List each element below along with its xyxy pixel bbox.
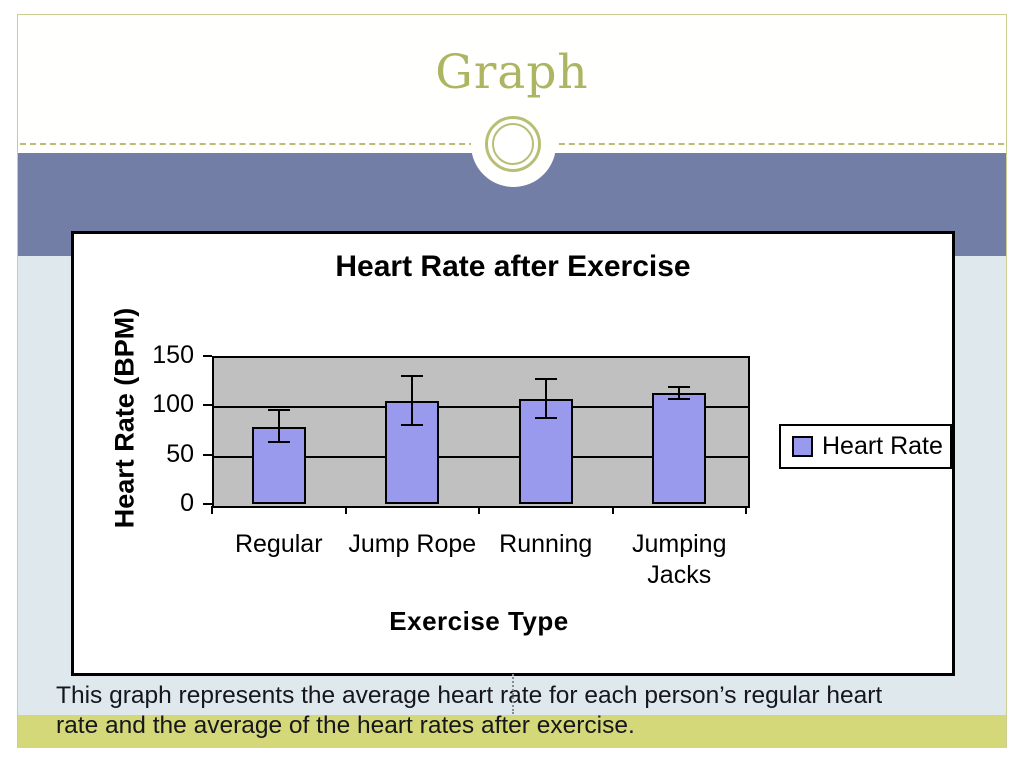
x-tick-mark-4	[745, 506, 747, 514]
legend-swatch-heart-rate	[792, 436, 813, 457]
x-tick-mark-2	[478, 506, 480, 514]
y-tick-mark-0	[203, 503, 212, 505]
bar-jumping-jacks	[652, 392, 707, 504]
error-bar-cap-top-2	[534, 377, 557, 380]
error-bar-cap-bottom-0	[267, 440, 290, 443]
y-tick-mark-50	[203, 453, 212, 456]
legend-label: Heart Rate	[822, 432, 943, 460]
x-category-label-1: Jump Rope	[348, 530, 477, 558]
gridline-50	[214, 455, 748, 458]
circle-ornament-inner-ring	[492, 123, 534, 165]
error-bar-cap-top-0	[267, 409, 290, 412]
x-category-label-0: Regular	[234, 530, 323, 558]
error-bar-cap-bottom-2	[534, 417, 557, 420]
y-tick-mark-150	[203, 355, 212, 357]
chart-legend: Heart Rate	[779, 424, 952, 469]
y-tick-label-150: 150	[152, 341, 194, 369]
footer-accent-band	[18, 715, 1006, 748]
slide: Graph Heart Rate after Exercise Heart Ra…	[17, 14, 1007, 748]
x-category-label-2: Running	[499, 530, 593, 558]
x-tick-mark-3	[611, 506, 614, 514]
x-category-label-3: Jumping Jacks	[632, 530, 727, 589]
chart-title: Heart Rate after Exercise	[335, 250, 691, 283]
error-bar-cap-bottom-1	[401, 424, 424, 427]
error-bar-cap-top-1	[401, 374, 424, 377]
y-tick-label-0: 0	[180, 489, 194, 517]
caption-line-2: rate and the average of the heart rates …	[56, 711, 635, 739]
error-bar-line-2	[544, 378, 547, 419]
error-bar-cap-bottom-3	[668, 398, 691, 401]
x-tick-mark-0	[211, 506, 213, 514]
y-tick-mark-100	[203, 404, 212, 407]
error-bar-line-3	[678, 386, 681, 400]
template-center-divider	[512, 674, 514, 714]
error-bar-line-1	[411, 375, 414, 426]
circle-ornament-icon	[485, 116, 541, 172]
caption-text: This graph represents the average heart …	[56, 681, 996, 740]
caption-line-1: This graph represents the average heart …	[56, 682, 883, 709]
y-tick-label-100: 100	[152, 390, 194, 419]
y-tick-label-50: 50	[166, 439, 194, 468]
slide-title: Graph	[435, 45, 589, 100]
x-tick-mark-1	[344, 506, 347, 514]
gridline-100	[214, 406, 748, 409]
x-axis-title: Exercise Type	[389, 606, 569, 636]
error-bar-line-0	[277, 410, 280, 442]
chart-canvas: Heart Rate after Exercise Heart Rate (BP…	[74, 234, 952, 673]
bar-regular	[251, 427, 306, 504]
error-bar-cap-top-3	[668, 385, 691, 388]
chart-frame: Heart Rate after Exercise Heart Rate (BP…	[71, 231, 955, 676]
